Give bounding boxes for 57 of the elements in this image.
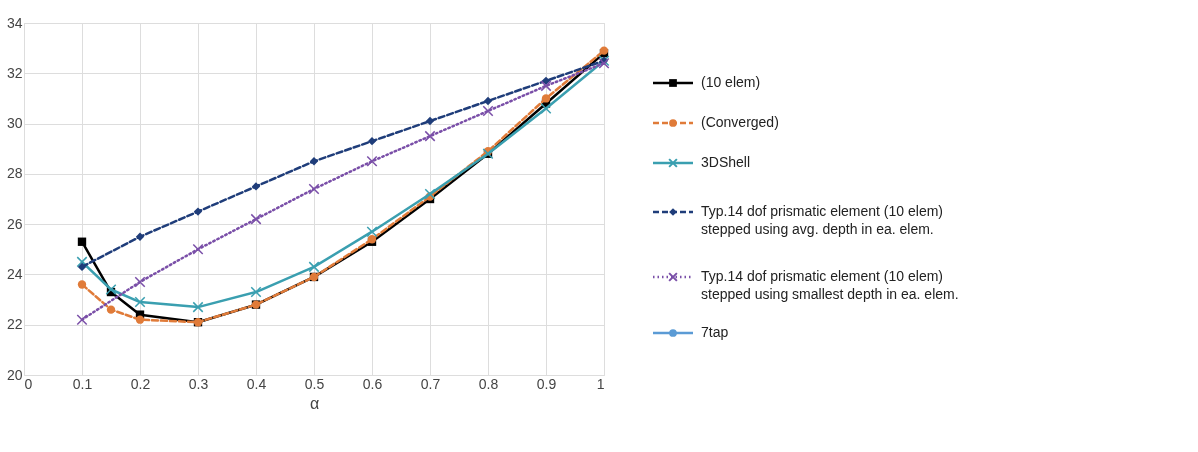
y-tick-label: 34 <box>6 14 23 31</box>
point <box>77 280 87 289</box>
point <box>424 188 436 200</box>
x-tick-label: 0.4 <box>246 375 267 392</box>
point <box>541 94 551 103</box>
y-tick-label: 30 <box>6 115 23 132</box>
y-tick-label: 26 <box>6 215 23 232</box>
point <box>76 256 88 268</box>
point <box>193 207 203 216</box>
x-tick-label: 0.9 <box>536 375 557 392</box>
point <box>366 155 378 167</box>
point <box>77 237 87 246</box>
x-tick-label: 0.7 <box>420 375 441 392</box>
point <box>366 226 378 238</box>
x-tick-label: 0.8 <box>478 375 499 392</box>
y-tick-label: 24 <box>6 265 23 282</box>
legend-label: 7tap <box>701 324 729 340</box>
x-tick-label: 0.6 <box>362 375 383 392</box>
point <box>308 183 320 195</box>
point <box>250 213 262 225</box>
point <box>540 102 552 114</box>
point <box>250 286 262 298</box>
x-tick-label: 0 <box>24 375 33 392</box>
point <box>483 96 493 106</box>
point <box>77 262 87 272</box>
point <box>424 130 436 142</box>
x-tick-label: 0.1 <box>72 375 93 392</box>
point <box>106 305 116 314</box>
point <box>540 80 552 92</box>
point <box>134 296 146 308</box>
point <box>425 116 435 126</box>
point <box>367 136 377 146</box>
y-tick-label: 20 <box>6 366 23 383</box>
legend-label: 3DShell <box>701 154 751 170</box>
point <box>541 76 551 86</box>
point <box>192 243 204 255</box>
x-tick-label: 0.5 <box>304 375 325 392</box>
point <box>251 182 261 191</box>
y-tick-label: 28 <box>6 165 23 182</box>
x-axis-title: α <box>309 394 320 412</box>
point <box>134 276 146 288</box>
x-tick-label: 0.3 <box>188 375 209 392</box>
point <box>135 232 145 241</box>
legend-label: (Converged) <box>701 114 779 130</box>
point <box>308 261 320 273</box>
legend-label: Typ.14 dof prismatic element (10 elem) stepped using avg. depth in ea. elem. <box>701 203 943 237</box>
y-tick-label: 32 <box>6 64 23 81</box>
legend-label: (10 elem) <box>701 74 761 90</box>
legend-label: Typ.14 dof prismatic element (10 elem) stepped using smallest depth in ea. elem. <box>701 268 959 302</box>
point <box>192 301 204 313</box>
point <box>135 315 145 324</box>
point <box>309 157 319 166</box>
point <box>76 314 88 326</box>
point <box>482 105 494 117</box>
y-tick-label: 22 <box>6 316 23 333</box>
x-tick-label: 0.2 <box>130 375 151 392</box>
x-tick-label: 1 <box>596 375 605 392</box>
